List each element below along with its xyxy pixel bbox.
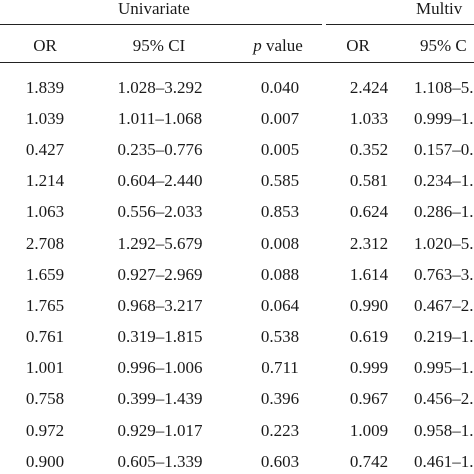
or-multivariate-cell: 2.424	[349, 77, 389, 97]
table-row: 0.900 0.605–1.339 0.603 0.742 0.461–1.	[0, 446, 474, 474]
ci-multivariate-cell: 0.461–1.	[414, 451, 474, 471]
ci-univariate-cell: 0.968–3.217	[117, 295, 203, 315]
or-univariate-cell: 0.758	[25, 389, 65, 409]
or-univariate-cell: 0.761	[25, 327, 65, 347]
univariate-group-label: Univariate	[118, 0, 190, 18]
ci-univariate-cell: 0.399–1.439	[117, 389, 203, 409]
ci-univariate-cell: 1.028–3.292	[117, 77, 203, 97]
or-univariate-cell: 1.659	[25, 264, 65, 284]
ci-univariate-cell: 0.927–2.969	[117, 264, 203, 284]
p-value-cell: 0.603	[260, 451, 300, 471]
or-multivariate-cell: 1.614	[349, 264, 389, 284]
or-univariate-cell: 0.900	[25, 451, 65, 471]
or-univariate-cell: 1.039	[25, 108, 65, 128]
ci-univariate-cell: 0.605–1.339	[117, 451, 203, 471]
or-univariate-cell: 1.765	[25, 295, 65, 315]
p-value-cell: 0.064	[260, 295, 300, 315]
ci-multivariate-cell: 0.234–1.	[414, 171, 474, 191]
table-row: 1.214 0.604–2.440 0.585 0.581 0.234–1.	[0, 166, 474, 197]
ci-multivariate-cell: 0.219–1.	[414, 327, 474, 347]
table-row: 1.039 1.011–1.068 0.007 1.033 0.999–1.	[0, 103, 474, 134]
ci-multivariate-cell: 1.108–5.	[414, 77, 474, 97]
or-univariate-cell: 0.972	[25, 420, 65, 440]
p-value-cell: 0.223	[260, 420, 300, 440]
p-value-cell: 0.007	[260, 108, 300, 128]
table-row: 0.427 0.235–0.776 0.005 0.352 0.157–0.	[0, 134, 474, 165]
ci-univariate-cell: 1.011–1.068	[117, 108, 203, 128]
or-univariate-cell: 1.063	[25, 202, 65, 222]
p-value-cell: 0.538	[260, 327, 300, 347]
or-multivariate-cell: 0.352	[349, 139, 389, 159]
ci-multivariate-cell: 0.467–2.	[414, 295, 474, 315]
univariate-group-rule	[0, 24, 322, 25]
or-multivariate-cell: 0.619	[349, 327, 389, 347]
or-univariate-cell: 2.708	[25, 233, 65, 253]
table-row: 2.708 1.292–5.679 0.008 2.312 1.020–5.	[0, 228, 474, 259]
table-body: 1.839 1.028–3.292 0.040 2.424 1.108–5. 1.039 1…	[0, 72, 474, 474]
p-value-cell: 0.008	[260, 233, 300, 253]
header-ci-multivariate: 95% C	[420, 36, 467, 55]
header-or-univariate: OR	[33, 36, 57, 55]
or-multivariate-cell: 0.967	[349, 389, 389, 409]
header-ci-univariate: 95% CI	[132, 36, 186, 55]
or-multivariate-cell: 1.009	[349, 420, 389, 440]
table-row: 1.765 0.968–3.217 0.064 0.990 0.467–2.	[0, 290, 474, 321]
ci-multivariate-cell: 0.456–2.	[414, 389, 474, 409]
table-row: 1.063 0.556–2.033 0.853 0.624 0.286–1.	[0, 197, 474, 228]
multivariate-group-rule	[326, 24, 474, 25]
header-or-multivariate: OR	[346, 36, 370, 55]
p-value-cell: 0.088	[260, 264, 300, 284]
p-value-cell: 0.396	[260, 389, 300, 409]
p-value-cell: 0.005	[260, 139, 300, 159]
or-multivariate-cell: 0.581	[349, 171, 389, 191]
or-univariate-cell: 1.214	[25, 171, 65, 191]
ci-univariate-cell: 0.235–0.776	[117, 139, 203, 159]
ci-univariate-cell: 0.604–2.440	[117, 171, 203, 191]
or-multivariate-cell: 0.999	[349, 358, 389, 378]
p-value-cell: 0.585	[260, 171, 300, 191]
or-univariate-cell: 0.427	[25, 139, 65, 159]
ci-univariate-cell: 0.996–1.006	[117, 358, 203, 378]
ci-multivariate-cell: 0.999–1.	[414, 108, 474, 128]
table-row: 1.659 0.927–2.969 0.088 1.614 0.763–3.	[0, 259, 474, 290]
or-multivariate-cell: 2.312	[349, 233, 389, 253]
or-univariate-cell: 1.001	[25, 358, 65, 378]
ci-multivariate-cell: 0.286–1.	[414, 202, 474, 222]
ci-multivariate-cell: 1.020–5.	[414, 233, 474, 253]
ci-multivariate-cell: 0.157–0.	[414, 139, 474, 159]
p-value-cell: 0.040	[260, 77, 300, 97]
ci-multivariate-cell: 0.958–1.	[414, 420, 474, 440]
table-row: 0.758 0.399–1.439 0.396 0.967 0.456–2.	[0, 384, 474, 415]
header-p-value: p value	[228, 36, 328, 56]
or-multivariate-cell: 0.742	[349, 451, 389, 471]
or-univariate-cell: 1.839	[25, 77, 65, 97]
table-row: 1.001 0.996–1.006 0.711 0.999 0.995–1.	[0, 353, 474, 384]
or-multivariate-cell: 0.624	[349, 202, 389, 222]
ci-multivariate-cell: 0.995–1.	[414, 358, 474, 378]
ci-univariate-cell: 1.292–5.679	[117, 233, 203, 253]
ci-multivariate-cell: 0.763–3.	[414, 264, 474, 284]
table-row: 0.761 0.319–1.815 0.538 0.619 0.219–1.	[0, 322, 474, 353]
or-data-table: 1.839 1.028–3.292 0.040 2.424 1.108–5. 1.039 1…	[0, 72, 474, 474]
ci-univariate-cell: 0.556–2.033	[117, 202, 203, 222]
or-multivariate-cell: 0.990	[349, 295, 389, 315]
multivariate-group-label: Multiv	[416, 0, 463, 18]
header-p-rest: value	[261, 36, 303, 55]
or-multivariate-cell: 1.033	[349, 108, 389, 128]
p-value-cell: 0.711	[261, 358, 299, 378]
table-row: 0.972 0.929–1.017 0.223 1.009 0.958–1.	[0, 415, 474, 446]
header-bottom-rule	[0, 62, 474, 63]
ci-univariate-cell: 0.319–1.815	[117, 327, 203, 347]
p-value-cell: 0.853	[260, 202, 300, 222]
header-p-italic: p	[253, 36, 262, 55]
ci-univariate-cell: 0.929–1.017	[117, 420, 203, 440]
table-row: 1.839 1.028–3.292 0.040 2.424 1.108–5.	[0, 72, 474, 103]
